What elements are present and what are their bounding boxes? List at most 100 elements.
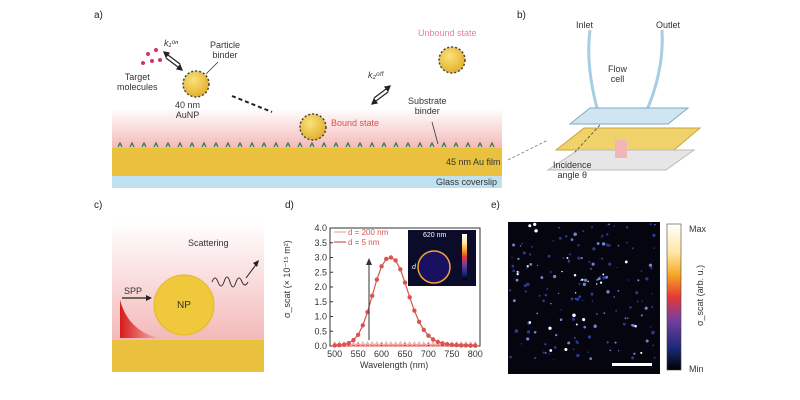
- glass-label: Glass coverslip: [436, 177, 498, 187]
- speckle: [622, 322, 626, 326]
- series-point-1: [337, 342, 342, 348]
- panel-label-e: e): [491, 200, 500, 211]
- speckle: [519, 245, 522, 247]
- speckle: [651, 305, 654, 308]
- series-point-1: [393, 258, 398, 263]
- target-molecules: [141, 48, 162, 65]
- speckle: [589, 357, 593, 360]
- speckle: [644, 306, 648, 310]
- series-point-1: [398, 267, 403, 272]
- series-point-1: [421, 327, 426, 332]
- legend-200nm: d = 200 nm: [348, 228, 389, 237]
- speckle: [628, 279, 630, 281]
- series-point-1: [412, 308, 417, 313]
- scale-bar: [612, 363, 652, 366]
- series-point-1: [444, 342, 450, 347]
- speckle: [567, 259, 571, 263]
- speckle: [509, 355, 512, 359]
- series-point-1: [440, 341, 445, 346]
- speckle: [566, 256, 569, 259]
- x-tick-label: 500: [327, 349, 342, 359]
- speckle: [587, 280, 589, 283]
- y-tick-label: 4.0: [314, 223, 327, 233]
- speckle: [582, 282, 586, 287]
- series-point-1: [369, 293, 375, 299]
- speckle: [602, 276, 606, 280]
- panel-c: [112, 222, 264, 372]
- speckle: [645, 339, 649, 343]
- speckle: [546, 289, 548, 291]
- speckle: [599, 275, 602, 277]
- y-tick-label: 2.0: [314, 282, 327, 292]
- speckle: [636, 300, 639, 303]
- speckle: [524, 290, 527, 293]
- speckle: [578, 295, 582, 299]
- speckle: [614, 341, 617, 344]
- speckle: [652, 344, 655, 347]
- series-point-1: [407, 295, 412, 300]
- series-point-1: [463, 343, 469, 348]
- speckle: [580, 257, 583, 260]
- zoom-guide: [507, 139, 549, 161]
- speckle: [548, 353, 551, 355]
- y-axis-label: σ_scat (× 10⁻¹⁵ m²): [282, 240, 292, 318]
- speckle: [512, 269, 515, 273]
- speckle: [576, 353, 580, 358]
- speckle: [534, 229, 538, 233]
- speckle: [627, 317, 629, 319]
- speckle: [640, 314, 643, 317]
- series-point-1: [430, 337, 436, 342]
- speckle: [508, 289, 512, 292]
- series-point-0: [368, 340, 376, 348]
- speckle: [544, 293, 548, 297]
- speckle: [624, 317, 627, 320]
- colorbar-max-label: Max: [689, 224, 707, 234]
- speckle: [547, 254, 551, 258]
- speckle: [581, 278, 584, 281]
- speckle: [587, 351, 589, 353]
- speckle: [574, 292, 577, 294]
- speckle: [531, 245, 533, 248]
- speckle: [583, 325, 587, 329]
- speckle: [591, 262, 595, 266]
- speckle: [641, 300, 644, 303]
- speckle: [600, 236, 603, 239]
- outlet-label: Outlet: [656, 20, 681, 30]
- speckle: [568, 253, 571, 256]
- series-point-0: [406, 340, 414, 348]
- series-point-1: [473, 343, 478, 348]
- incidence-angle-label: Incidence angle θ: [553, 160, 592, 180]
- speckle: [575, 323, 578, 326]
- speckle: [613, 296, 615, 298]
- series-point-1: [374, 277, 380, 282]
- au-film-layer: [112, 148, 502, 176]
- speckle: [651, 330, 655, 335]
- series-point-0: [420, 340, 428, 348]
- speckle: [561, 270, 563, 273]
- x-tick-label: 800: [468, 349, 483, 359]
- series-point-0: [378, 340, 385, 348]
- series-point-1: [351, 337, 356, 343]
- increase-arrow-head: [366, 258, 372, 265]
- nanoparticle-unbound-right: [438, 46, 466, 74]
- colorbar: [666, 223, 682, 371]
- inset-colorbar: [462, 234, 467, 280]
- series-point-0: [429, 340, 437, 348]
- speckle: [603, 312, 606, 314]
- speckle-points: [508, 222, 656, 361]
- series-point-0: [396, 340, 404, 348]
- speckle: [617, 350, 620, 352]
- speckle: [568, 261, 570, 264]
- speckle: [615, 310, 618, 312]
- kon-arrows: [163, 51, 183, 71]
- speckle: [574, 298, 577, 300]
- nanoparticle-unbound-left: [182, 70, 210, 98]
- speckle: [511, 256, 513, 259]
- speckle: [595, 283, 598, 285]
- speckle: [631, 356, 635, 360]
- speckle: [528, 224, 532, 228]
- panel-label-c: c): [94, 200, 103, 211]
- series-point-1: [435, 339, 441, 345]
- speckle: [625, 226, 629, 229]
